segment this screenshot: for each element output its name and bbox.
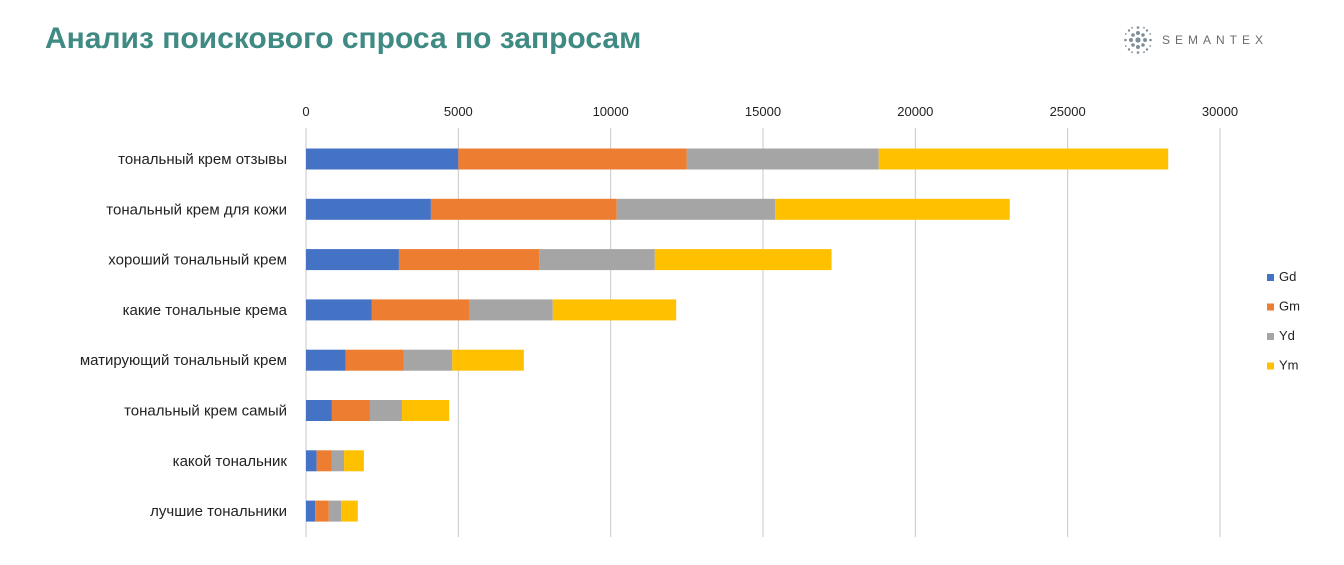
- legend-swatch-yd: [1267, 333, 1274, 340]
- bar-segment-yd: [331, 450, 345, 472]
- category-label: какой тональник: [173, 453, 288, 470]
- bar-segment-yd: [616, 198, 776, 220]
- x-tick-label: 10000: [593, 104, 629, 119]
- brand-logo: SEMANTEX: [1122, 24, 1268, 56]
- legend-swatch-ym: [1267, 362, 1274, 370]
- legend-swatch-gm: [1267, 303, 1274, 311]
- bar-segment-ym: [654, 249, 832, 271]
- bar-segment-ym: [401, 400, 450, 421]
- category-label: матирующий тональный крем: [80, 352, 287, 369]
- x-tick-label: 0: [302, 104, 309, 119]
- bar-segment-ym: [344, 450, 364, 472]
- page-title: Анализ поискового спроса по запросам: [45, 22, 642, 55]
- bar-segment-gm: [398, 249, 540, 271]
- legend-label-yd: Yd: [1279, 328, 1295, 343]
- x-tick-label: 20000: [897, 104, 933, 119]
- bar-segment-gm: [316, 450, 332, 472]
- category-label: тональный крем самый: [124, 403, 287, 420]
- bar-segment-gm: [315, 500, 329, 522]
- legend-label-ym: Ym: [1279, 358, 1299, 373]
- bar-segment-gd: [306, 500, 316, 522]
- bar-segment-ym: [341, 500, 358, 522]
- bar-segment-ym: [452, 349, 524, 371]
- bar-segment-yd: [468, 299, 553, 321]
- bar-segment-gm: [371, 299, 469, 321]
- bar-segment-gm: [345, 349, 404, 371]
- bar-segment-yd: [403, 349, 453, 371]
- bar-segment-gm: [430, 198, 617, 220]
- bar-segment-ym: [552, 299, 677, 321]
- bar-segment-gd: [306, 349, 346, 371]
- bar-segment-gm: [458, 148, 687, 170]
- category-label: тональный крем для кожи: [106, 201, 287, 218]
- x-tick-label: 30000: [1202, 104, 1238, 119]
- bar-segment-gd: [306, 148, 459, 170]
- bar-segment-ym: [775, 198, 1010, 220]
- bar-segment-gd: [306, 249, 399, 271]
- bar-segment-yd: [539, 249, 655, 271]
- bar-segment-gd: [306, 299, 372, 321]
- bar-segment-yd: [369, 400, 402, 421]
- category-label: лучшие тональники: [150, 503, 287, 520]
- legend-swatch-gd: [1267, 274, 1274, 281]
- legend-label-gm: Gm: [1279, 299, 1300, 314]
- semantex-logo-icon: [1124, 26, 1152, 54]
- brand-name: SEMANTEX: [1162, 33, 1269, 47]
- category-label: тональный крем отзывы: [118, 151, 287, 168]
- bar-segment-gd: [306, 450, 317, 472]
- bar-segment-yd: [686, 148, 879, 170]
- legend-label-gd: Gd: [1279, 269, 1296, 284]
- bar-segment-gd: [306, 198, 431, 220]
- category-label: хороший тональный крем: [108, 252, 287, 269]
- bar-segment-ym: [878, 148, 1169, 170]
- bar-segment-gd: [306, 400, 332, 421]
- bar-segment-gm: [331, 400, 370, 421]
- x-tick-label: 5000: [444, 104, 473, 119]
- bar-segment-yd: [328, 500, 342, 522]
- x-tick-label: 15000: [745, 104, 781, 119]
- category-label: какие тональные крема: [123, 302, 288, 319]
- x-tick-label: 25000: [1050, 104, 1086, 119]
